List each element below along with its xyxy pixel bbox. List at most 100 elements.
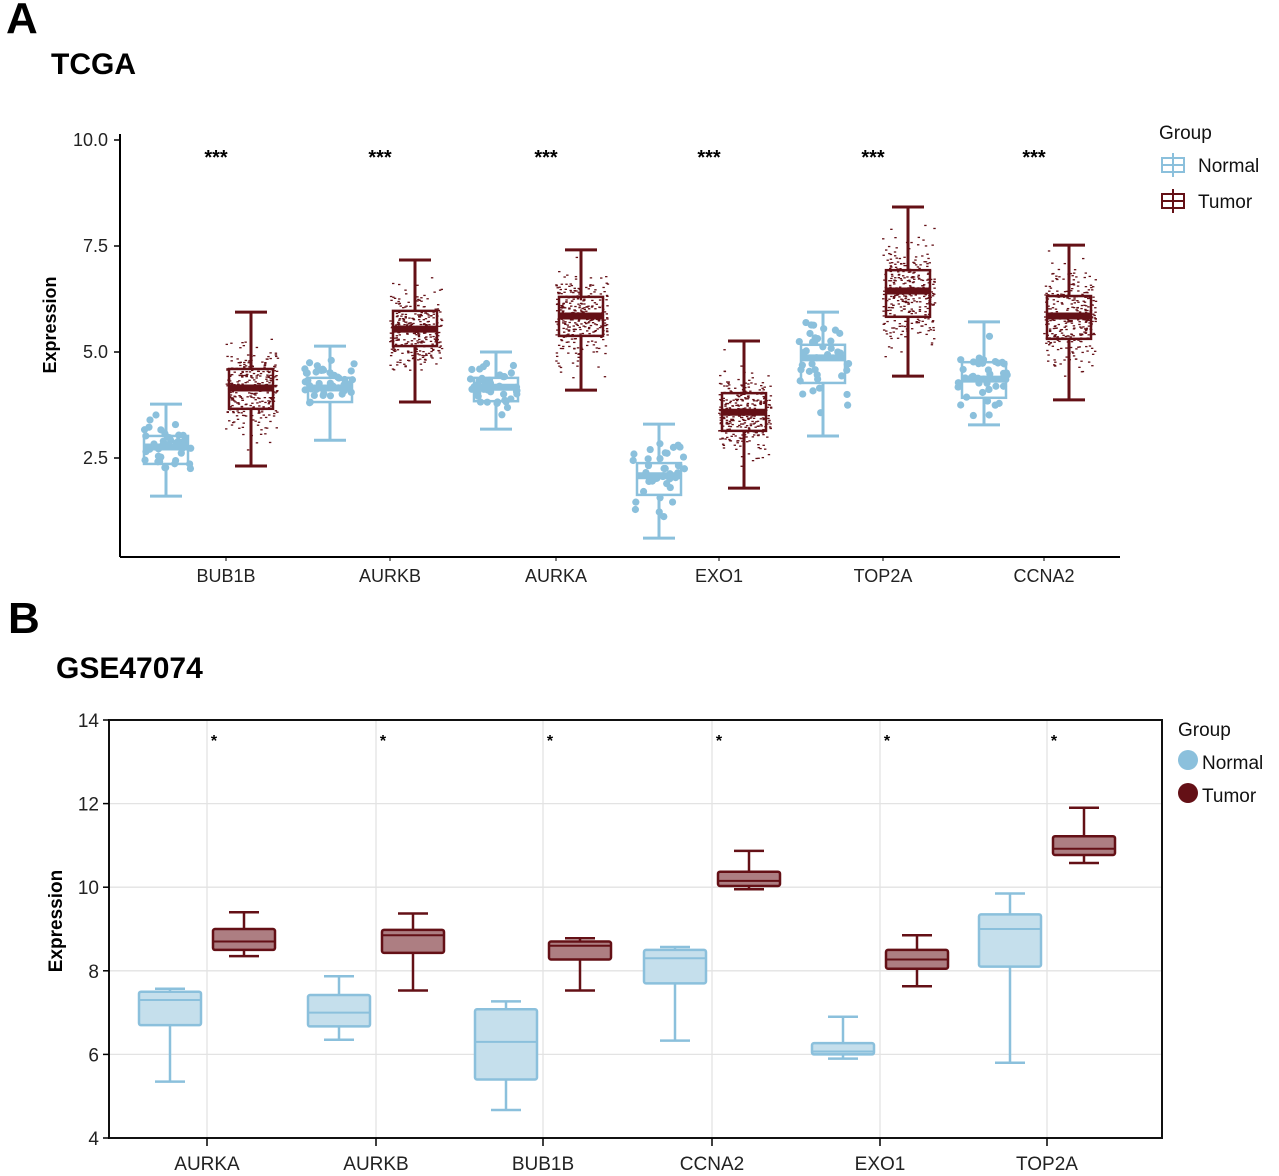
data-point [583,303,586,305]
data-point [722,444,726,447]
data-point [1059,363,1062,365]
data-point [560,306,563,309]
data-point [264,433,267,435]
data-point [1047,308,1050,310]
panel-b-title: GSE47074 [56,652,203,685]
data-point [437,331,441,334]
data-point [398,318,402,320]
data-point [565,328,568,330]
data-point [402,307,405,309]
data-point [240,406,244,408]
data-point [597,320,601,322]
data-point [756,420,760,422]
data-point [503,403,512,412]
data-point [889,286,892,288]
data-point [892,327,896,329]
data-point [884,356,887,358]
data-point [882,329,886,331]
data-point [569,283,572,285]
data-point [921,325,924,327]
data-point [1078,346,1081,348]
data-point [1072,328,1076,330]
data-point [430,315,433,317]
data-point [895,257,898,259]
data-point [723,349,726,351]
data-point [565,341,569,343]
data-point [1080,304,1084,307]
data-point [1078,323,1081,326]
data-point [401,318,405,320]
data-point [724,403,727,406]
data-point [571,319,574,321]
legend-label-normal: Normal [1202,753,1263,774]
data-point [419,323,423,326]
data-point [909,286,913,288]
data-point [579,309,583,311]
data-point [1072,325,1076,327]
data-point [736,442,739,444]
data-point [434,308,437,310]
data-point [241,370,244,373]
data-point [762,417,766,419]
data-point [567,330,571,332]
data-point [727,423,731,425]
data-point [576,298,580,300]
data-point [726,423,729,425]
tcga-chart: 10.0 7.5 5.0 2.5 Expression BUB1B *** AURKB *** A… [40,123,1259,586]
data-point [428,324,431,326]
data-point [427,316,431,318]
data-point [912,261,915,264]
data-point [1063,262,1067,265]
data-point [268,441,272,444]
data-point [882,315,886,317]
data-point [910,328,914,330]
data-point [1062,334,1065,336]
data-point [827,344,835,352]
data-point [603,291,606,293]
data-point [763,397,766,400]
data-point [414,343,417,345]
data-point [1072,335,1075,337]
data-point [926,263,929,265]
data-point [605,294,609,297]
data-point [1070,290,1073,292]
data-point [1056,339,1060,341]
data-point [904,320,907,323]
data-point [836,329,844,337]
data-point [1070,320,1073,322]
data-point [1056,348,1060,351]
data-point [249,404,252,407]
data-point [605,282,608,284]
data-point [604,352,607,355]
data-point [923,295,926,298]
data-point [259,372,263,375]
data-point [267,355,270,358]
data-point [913,278,916,280]
data-point [585,322,588,325]
data-point [733,444,736,446]
data-point [728,407,732,409]
data-point [605,324,609,326]
data-point [768,419,771,422]
data-point [1060,328,1064,331]
data-point [918,310,922,312]
data-point [727,425,731,427]
data-point [230,360,233,362]
data-point [591,284,595,286]
data-point [925,303,929,305]
data-point [432,313,436,315]
data-point [1080,307,1083,310]
data-point [725,407,729,409]
data-point [759,402,762,404]
data-point [1054,361,1057,363]
data-point [917,276,920,278]
data-point [591,322,595,324]
data-point [273,370,277,372]
data-point [1070,341,1074,343]
data-point [927,318,930,320]
data-point [1085,319,1089,321]
data-point [728,438,731,441]
data-point [726,403,730,405]
data-point [899,263,903,265]
legend-title: Group [1178,720,1231,741]
